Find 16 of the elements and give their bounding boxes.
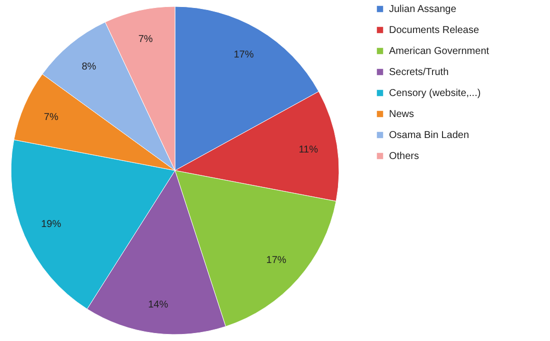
data-label: 8%: [82, 61, 96, 72]
legend-label: Julian Assange: [389, 4, 457, 15]
data-label: 17%: [234, 49, 254, 60]
legend-label: Censory (website,...): [389, 88, 481, 99]
data-label: 19%: [41, 219, 62, 230]
data-label: 7%: [138, 34, 153, 45]
data-label: 7%: [44, 112, 58, 123]
legend-label: American Government: [389, 46, 490, 57]
data-label: 17%: [266, 254, 286, 266]
legend-label: Documents Release: [389, 25, 480, 36]
legend-label: Secrets/Truth: [389, 67, 449, 78]
legend-label: Osama Bin Laden: [389, 130, 470, 141]
legend-label: Others: [389, 151, 420, 162]
data-label: 14%: [148, 299, 168, 310]
legend-label: News: [389, 109, 414, 120]
data-label: 11%: [298, 144, 318, 156]
